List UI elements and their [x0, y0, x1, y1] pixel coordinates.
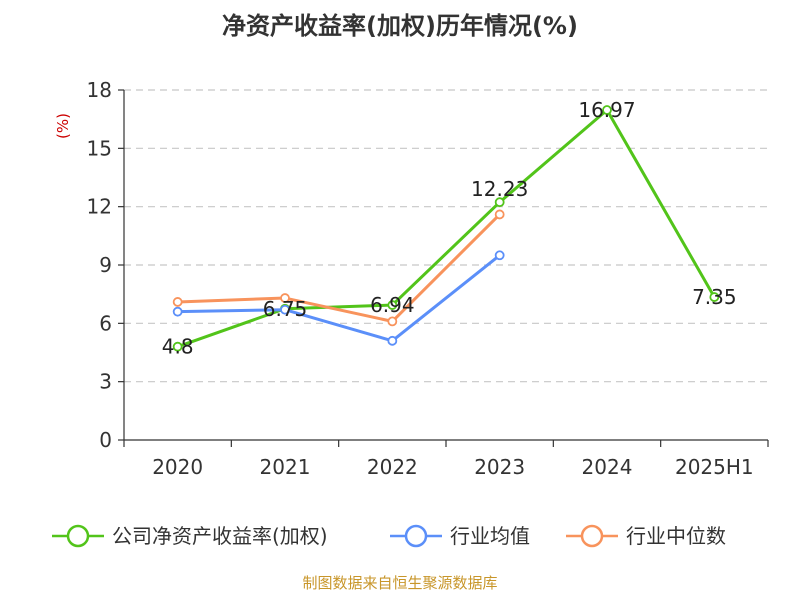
data-point — [172, 306, 183, 317]
legend: 公司净资产收益率(加权) 行业均值 行业中位数 — [52, 524, 726, 548]
data-labels: 4.8 6.75 6.94 12.23 16.97 7.35 — [162, 98, 737, 359]
x-tick-label: 2025H1 — [675, 455, 754, 479]
series-lines — [172, 105, 720, 352]
legend-marker — [404, 524, 428, 548]
data-label: 6.75 — [263, 297, 308, 321]
axes — [118, 89, 769, 447]
y-tick-label: 6 — [99, 311, 112, 335]
legend-label: 行业均值 — [450, 524, 530, 548]
x-tick-label: 2021 — [260, 455, 311, 479]
data-point — [172, 297, 183, 307]
data-point — [494, 250, 505, 261]
y-tick-label: 9 — [99, 253, 112, 277]
data-label: 6.94 — [370, 293, 415, 317]
y-tick-label: 18 — [87, 78, 112, 102]
data-label: 16.97 — [578, 98, 635, 122]
chart-title: 净资产收益率(加权)历年情况(%) — [222, 12, 578, 40]
data-label: 7.35 — [692, 285, 737, 309]
grid-lines — [124, 89, 768, 383]
y-tick-label: 3 — [99, 370, 112, 394]
legend-marker — [580, 524, 604, 548]
data-point — [602, 105, 612, 115]
data-point — [709, 292, 720, 302]
data-point — [387, 300, 398, 310]
y-tick-label: 0 — [99, 428, 112, 452]
data-point — [494, 209, 505, 220]
data-point — [280, 304, 290, 315]
y-tick-labels: 0 3 6 9 12 15 18 — [87, 78, 112, 452]
source-note: 制图数据来自恒生聚源数据库 — [302, 574, 497, 592]
x-tick-label: 2020 — [152, 455, 203, 479]
series-line-0 — [177, 108, 716, 349]
legend-marker — [66, 524, 90, 548]
y-tick-label: 12 — [87, 195, 112, 219]
y-axis-label: (%) — [54, 113, 72, 139]
data-point — [387, 335, 398, 346]
x-tick-labels: 2020 2021 2022 2023 2024 2025H1 — [152, 455, 753, 479]
x-tick-label: 2024 — [582, 455, 633, 479]
series-line-2 — [177, 213, 501, 323]
x-tick-label: 2022 — [367, 455, 418, 479]
data-point — [494, 197, 505, 208]
series-line-1 — [177, 254, 501, 343]
y-tick-label: 15 — [87, 136, 112, 160]
data-label: 12.23 — [471, 177, 528, 201]
legend-label: 公司净资产收益率(加权) — [112, 524, 328, 548]
data-point — [387, 316, 398, 327]
data-point — [280, 293, 290, 303]
x-tick-label: 2023 — [474, 455, 525, 479]
data-label: 4.8 — [162, 335, 194, 359]
data-point — [172, 341, 183, 352]
legend-label: 行业中位数 — [626, 524, 726, 548]
